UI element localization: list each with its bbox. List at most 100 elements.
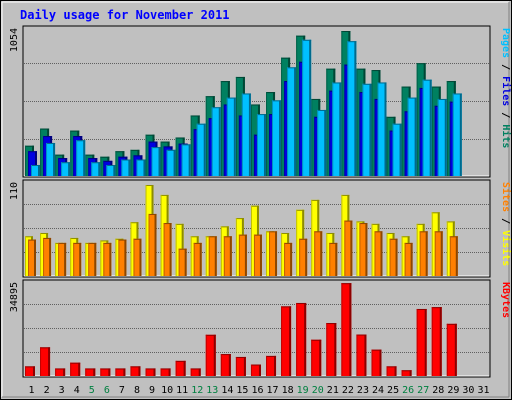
visits-sites-bar [389, 238, 398, 276]
kbytes-kbytes-bar [175, 360, 186, 376]
visits-sites-bar [103, 242, 112, 276]
kbytes-kbytes-bar [115, 368, 126, 376]
legend-entry: KBytes [500, 282, 511, 318]
kbytes-kbytes-bar [431, 307, 442, 376]
visits-sites-bar [118, 239, 127, 276]
visits-sites-bar [419, 231, 428, 276]
day-label: 9 [149, 385, 155, 396]
visits-legend: Sites / Visits [500, 182, 512, 266]
day-label: 30 [462, 385, 474, 396]
day-label: 11 [176, 385, 188, 396]
kbytes-kbytes-bar [416, 308, 427, 376]
hits-pages-bar [211, 107, 221, 176]
visits-sites-bar [359, 223, 368, 276]
hits-pages-bar [76, 140, 86, 176]
day-label: 29 [447, 385, 459, 396]
hits-pages-bar [362, 83, 372, 176]
kbytes-kbytes-bar [190, 368, 201, 376]
hits-pages-bar [407, 97, 417, 176]
hits-pages-bar [287, 67, 297, 176]
kbytes-kbytes-bar [25, 366, 35, 376]
hits-pages-bar [452, 93, 462, 176]
visits-sites-bar [314, 231, 323, 276]
kbytes-kbytes-bar [281, 306, 292, 376]
kbytes-kbytes-bar [55, 368, 66, 376]
day-label: 20 [312, 385, 324, 396]
legend-entry: Visits [500, 230, 512, 266]
kbytes-kbytes-bar [205, 334, 216, 376]
kbytes-kbytes-bar [40, 347, 51, 376]
day-label: 15 [236, 385, 248, 396]
day-label: 19 [297, 385, 309, 396]
visits-sites-bar [28, 239, 36, 276]
hits-pages-bar [302, 39, 312, 177]
day-label: 4 [74, 385, 80, 396]
visits-sites-bar [133, 238, 142, 276]
visits-sites-bar [284, 242, 293, 276]
visits-sites-bar [208, 236, 217, 276]
kbytes-kbytes-bar [311, 339, 322, 376]
hits-pages-bar [317, 109, 327, 176]
hits-pages-bar [377, 82, 387, 176]
kbytes-kbytes-bar [341, 283, 352, 376]
visits-sites-bar [269, 231, 278, 276]
hits-pages-bar [121, 159, 131, 176]
kbytes-kbytes-bar [296, 302, 307, 376]
visits-sites-bar [404, 242, 413, 276]
visits-sites-bar [163, 223, 172, 276]
kbytes-kbytes-bar [220, 354, 231, 376]
kbytes-kbytes-bar [100, 368, 111, 376]
kbytes-max-label: 34895 [9, 282, 20, 312]
hits-pages-bar [196, 123, 206, 176]
day-label: 21 [327, 385, 339, 396]
legend-entry: / [500, 212, 511, 230]
hits-pages-bar [106, 164, 116, 176]
visits-sites-bar [238, 234, 247, 276]
day-label: 16 [251, 385, 263, 396]
hits-pages-bar [256, 114, 266, 176]
visits-max-label: 110 [9, 182, 20, 200]
day-label: 13 [206, 385, 218, 396]
kbytes-kbytes-bar [145, 368, 156, 376]
visits-sites-bar [148, 213, 157, 276]
hits-pages-bar [31, 164, 40, 176]
day-label: 25 [387, 385, 399, 396]
day-label: 1 [29, 385, 35, 396]
day-label: 8 [134, 385, 140, 396]
hits-pages-bar [226, 97, 236, 176]
visits-sites-bar [329, 242, 338, 276]
legend-entry: / [500, 106, 511, 124]
kbytes-panel: 34895 KBytes [9, 279, 511, 378]
visits-sites-bar [299, 238, 308, 276]
day-label: 2 [44, 385, 50, 396]
hits-legend: Pages / Files / Hits [500, 28, 512, 148]
visits-sites-bar [223, 236, 232, 276]
kbytes-kbytes-bar [371, 349, 382, 376]
kbytes-kbytes-bar [386, 366, 397, 376]
hits-pages-bar [181, 144, 191, 176]
hits-pages-bar [422, 79, 432, 176]
day-label: 6 [104, 385, 110, 396]
day-label: 17 [267, 385, 279, 396]
hits-pages-bar [46, 142, 56, 176]
hits-pages-bar [166, 149, 176, 176]
visits-sites-bar [58, 242, 67, 276]
kbytes-kbytes-bar [326, 323, 337, 376]
day-label: 23 [357, 385, 369, 396]
hits-max-label: 1054 [9, 28, 20, 52]
day-axis-labels: 1 2 3 4 5 6 7 8 9 10 11 12 13 14 15 16 17 18 19 20 21 22 23 24 2… [29, 385, 490, 396]
kbytes-kbytes-bar [266, 355, 277, 376]
kbytes-kbytes-bar [250, 364, 261, 376]
visits-sites-bar [253, 234, 262, 276]
legend-entry: Pages [500, 28, 511, 58]
kbytes-kbytes-bar [401, 370, 412, 376]
day-label: 28 [432, 385, 444, 396]
day-label: 22 [342, 385, 354, 396]
kbytes-kbytes-bar [235, 356, 246, 376]
day-label: 3 [59, 385, 65, 396]
day-label: 27 [417, 385, 429, 396]
hits-pages-bar [241, 93, 251, 176]
visits-sites-bar [344, 220, 353, 276]
visits-sites-bar [374, 231, 383, 276]
